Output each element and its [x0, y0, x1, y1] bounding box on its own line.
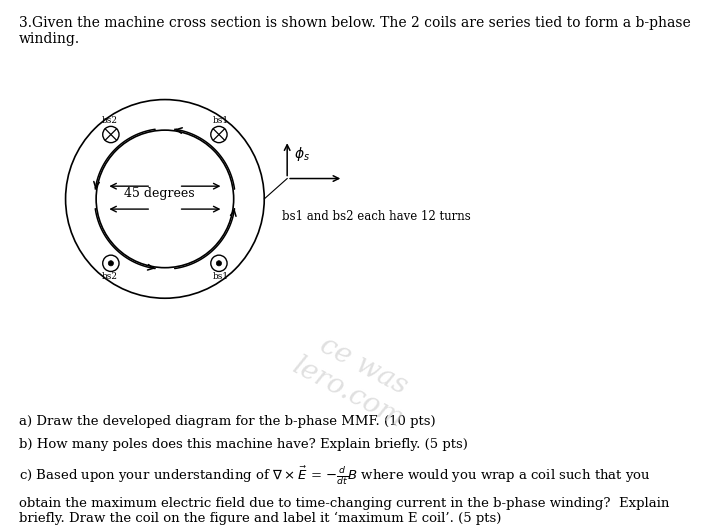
Text: bs2: bs2	[101, 116, 117, 125]
Circle shape	[96, 130, 234, 268]
Text: b) How many poles does this machine have? Explain briefly. (5 pts): b) How many poles does this machine have…	[19, 438, 468, 451]
Text: bs2: bs2	[101, 272, 117, 281]
Circle shape	[211, 126, 227, 143]
Circle shape	[211, 255, 227, 271]
Circle shape	[103, 255, 119, 271]
Text: 45 degrees: 45 degrees	[124, 187, 195, 200]
Text: ce was
lero.com: ce was lero.com	[288, 326, 424, 434]
Text: 3.Given the machine cross section is shown below. The 2 coils are series tied to: 3.Given the machine cross section is sho…	[19, 15, 690, 46]
Text: a) Draw the developed diagram for the b-phase MMF. (10 pts): a) Draw the developed diagram for the b-…	[19, 415, 435, 429]
Circle shape	[66, 100, 264, 298]
Text: c) Based upon your understanding of $\nabla\times\vec{E}$ = $-\frac{d}{dt}B$ whe: c) Based upon your understanding of $\na…	[19, 464, 651, 486]
Text: bs1 and bs2 each have 12 turns: bs1 and bs2 each have 12 turns	[282, 210, 471, 223]
Text: $\phi_s$: $\phi_s$	[294, 145, 310, 164]
Text: bs1: bs1	[213, 272, 228, 281]
Text: bs1: bs1	[213, 116, 228, 125]
Circle shape	[216, 261, 221, 266]
Circle shape	[108, 261, 114, 266]
Text: obtain the maximum electric field due to time-changing current in the b-phase wi: obtain the maximum electric field due to…	[19, 497, 669, 525]
Circle shape	[103, 126, 119, 143]
